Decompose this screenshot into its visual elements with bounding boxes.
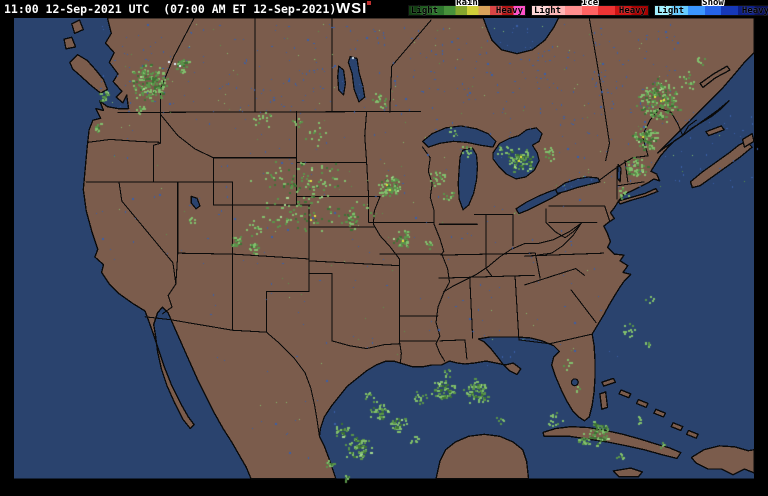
radar-echo-layer	[0, 18, 768, 496]
snow-light-label: Light	[657, 6, 685, 16]
legend-snow-title: Snow	[702, 0, 724, 8]
snow-gradient-bar	[654, 5, 768, 16]
legend-rain: Rain Light Heavy	[408, 0, 526, 18]
ice-heavy-label: Heavy	[618, 6, 646, 16]
snow-heavy-label: Heavy	[741, 6, 768, 16]
header-bar: 11:00 12-Sep-2021 UTC (07:00 AM ET 12-Se…	[0, 0, 768, 18]
rain-light-label: Light	[411, 6, 439, 16]
wsi-trademark-icon	[367, 1, 372, 5]
radar-map	[0, 18, 768, 496]
precip-legend: Rain Light Heavy Ice Light Heavy Snow Li…	[406, 0, 768, 18]
wsi-logo: WSI	[336, 0, 372, 17]
ice-gradient-bar	[531, 5, 649, 16]
rain-heavy-label: Heavy	[495, 6, 523, 16]
timestamp-text: 11:00 12-Sep-2021 UTC (07:00 AM ET 12-Se…	[4, 2, 337, 16]
rain-gradient-bar	[408, 5, 526, 16]
legend-ice: Ice Light Heavy	[531, 0, 649, 18]
legend-snow: Snow Light Heavy	[654, 0, 768, 18]
legend-rain-title: Rain	[456, 0, 478, 8]
ice-light-label: Light	[534, 6, 562, 16]
legend-ice-title: Ice	[581, 0, 599, 8]
